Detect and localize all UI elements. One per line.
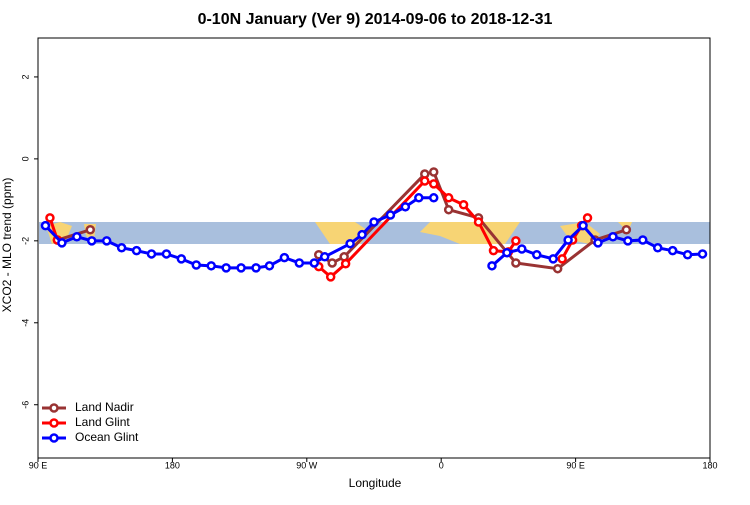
data-point [176, 254, 187, 264]
data-point [236, 263, 246, 273]
data-point [357, 229, 367, 240]
legend-marker [49, 418, 59, 428]
data-point [221, 263, 231, 273]
x-tick-label: 90 E [566, 460, 585, 470]
y-tick-label: -6 [20, 401, 30, 409]
data-point [345, 238, 355, 249]
data-point [488, 245, 499, 256]
data-point [131, 245, 142, 256]
data-point [57, 238, 67, 248]
data-point [400, 202, 411, 212]
data-point [511, 236, 521, 246]
data-point [593, 238, 603, 248]
data-point [517, 244, 527, 254]
data-point [578, 220, 588, 231]
y-tick-label: -2 [20, 237, 30, 245]
data-point [638, 235, 648, 245]
x-tick-label: 180 [702, 460, 717, 470]
data-point [621, 225, 632, 235]
data-point [325, 272, 336, 282]
data-point [340, 259, 351, 269]
data-point [667, 245, 678, 256]
x-axis-label: Longitude [349, 476, 402, 490]
data-point [548, 254, 558, 264]
data-point [682, 250, 693, 260]
data-point [385, 210, 396, 220]
data-point [582, 213, 593, 223]
data-point [161, 249, 172, 259]
data-point [563, 235, 573, 245]
data-point [428, 193, 439, 203]
legend-label: Land Glint [75, 415, 130, 429]
data-point [327, 258, 337, 268]
data-point [206, 261, 216, 271]
data-point [608, 231, 618, 242]
data-point [85, 225, 96, 235]
data-point [87, 236, 97, 246]
data-point [319, 252, 330, 262]
data-point [443, 193, 454, 203]
data-point [191, 260, 202, 270]
data-point [294, 258, 305, 268]
y-tick-label: 2 [20, 74, 30, 79]
data-point [552, 263, 563, 274]
data-point [72, 231, 82, 242]
data-point [473, 217, 484, 227]
data-point [264, 261, 275, 271]
data-point [45, 213, 55, 223]
data-point [623, 236, 633, 246]
data-point [40, 220, 51, 231]
data-point [697, 249, 708, 259]
data-point [116, 243, 127, 253]
data-point [279, 252, 290, 263]
x-tick-label: 0 [439, 460, 444, 470]
data-point [428, 179, 439, 189]
y-axis-label: XCO2 - MLO trend (ppm) [0, 178, 14, 313]
data-point [420, 176, 430, 186]
plot-frame [37, 37, 711, 459]
legend-label: Ocean Glint [75, 430, 139, 444]
data-point [428, 167, 439, 177]
y-tick-label: 0 [20, 156, 30, 161]
data-point [557, 254, 567, 264]
legend-marker [49, 433, 59, 443]
data-point [532, 250, 542, 260]
data-point [369, 217, 379, 227]
data-point [309, 258, 320, 268]
y-tick-label: -4 [20, 319, 30, 327]
legend-marker [49, 403, 59, 413]
chart-title: 0-10N January (Ver 9) 2014-09-06 to 2018… [198, 11, 553, 28]
data-point [443, 204, 454, 215]
data-point [414, 193, 424, 203]
data-point [502, 247, 512, 258]
data-point [511, 258, 521, 268]
data-point [487, 261, 497, 271]
data-point [146, 249, 157, 259]
x-tick-label: 90 E [29, 460, 48, 470]
data-point [251, 263, 261, 273]
x-tick-label: 90 W [296, 460, 318, 470]
data-point [458, 200, 469, 210]
x-tick-label: 180 [165, 460, 180, 470]
legend-label: Land Nadir [75, 400, 134, 414]
data-point [101, 236, 112, 246]
data-point [652, 243, 663, 253]
